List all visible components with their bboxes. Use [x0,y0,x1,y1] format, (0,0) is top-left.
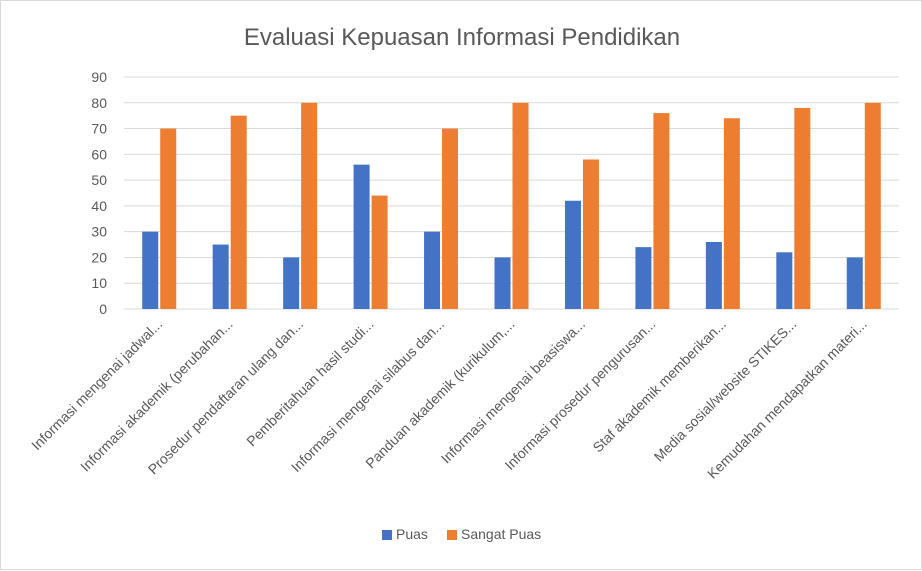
x-category-label: Staf akademik memberikan... [589,316,729,456]
x-category-label: Informasi prosedur pengurusan... [501,316,658,473]
y-tick-label: 30 [91,224,107,240]
grid-lines [124,76,899,310]
bar-sangat-puas [653,113,670,309]
x-category-label: Informasi mengenai silabus dan... [288,316,447,475]
x-axis-labels: Informasi mengenai jadwal...Informasi ak… [28,316,870,482]
legend-label: Sangat Puas [461,526,541,542]
bar-puas [705,241,722,309]
bar-sangat-puas [794,107,811,309]
y-tick-label: 70 [91,121,107,137]
x-category-label: Informasi mengenai jadwal... [28,316,165,453]
bar-puas [846,257,863,309]
y-tick-label: 80 [91,95,107,111]
bar-puas [212,244,229,309]
bar-puas [283,257,300,309]
legend-swatch [382,530,392,540]
bar-sangat-puas [723,118,740,309]
legend-label: Puas [396,526,428,542]
legend-swatch [447,530,457,540]
y-axis-ticks: 0 10 20 30 40 50 60 70 80 90 [91,69,107,317]
bar-sangat-puas [301,102,318,310]
bar-sangat-puas [864,102,881,310]
legend: Puas Sangat Puas [382,526,541,542]
x-category-label: Informasi akademik (perubahan... [77,316,236,475]
bar-sangat-puas [230,115,247,310]
bar-puas [142,231,159,309]
bar-puas [564,200,581,309]
x-category-label: Prosedur pendaftaran ulang dan... [145,316,307,478]
y-tick-label: 0 [99,301,107,317]
y-tick-label: 40 [91,198,107,214]
bar-puas [494,257,511,309]
bar-sangat-puas [512,102,529,310]
x-category-label: Kemudahan mendapatkan materi... [704,316,870,482]
x-category-label: Panduan akademik (kurikulum,... [362,316,517,471]
x-category-label: Informasi mengenai beasiswa... [438,316,589,467]
y-tick-label: 50 [91,172,107,188]
x-category-label: Media sosial/website STIKES... [651,316,800,465]
bar-puas [635,247,652,309]
y-tick-label: 20 [91,249,107,265]
bars [142,102,881,310]
bar-puas [424,231,441,309]
bar-puas [353,164,370,309]
y-tick-label: 90 [91,69,107,85]
bar-sangat-puas [582,159,599,309]
chart-title: Evaluasi Kepuasan Informasi Pendidikan [244,24,680,51]
bar-sangat-puas [371,195,388,309]
bar-puas [776,252,793,309]
y-tick-label: 60 [91,146,107,162]
bar-sangat-puas [160,128,177,309]
y-tick-label: 10 [91,275,107,291]
bar-sangat-puas [442,128,459,309]
x-category-label: Pemberitahuan hasil studi... [243,316,376,449]
